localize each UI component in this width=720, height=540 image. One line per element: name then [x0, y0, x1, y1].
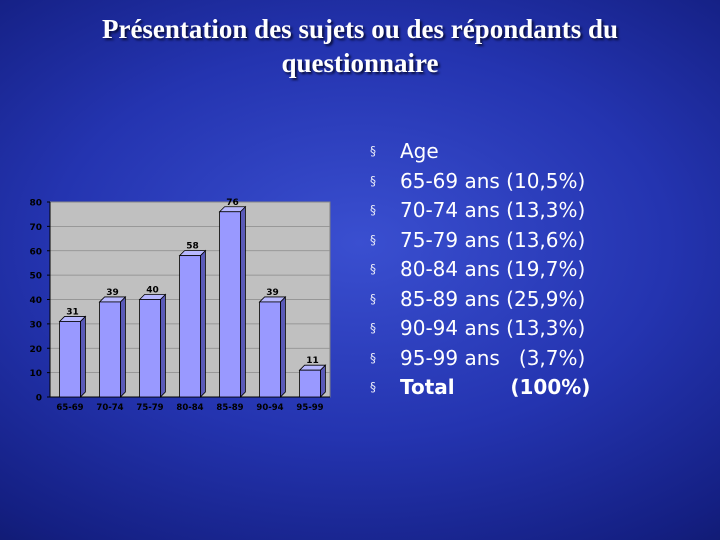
bullet-marker-icon: §: [370, 380, 376, 394]
y-tick-label: 60: [29, 247, 42, 257]
data-label: 76: [226, 198, 239, 208]
y-tick-label: 20: [29, 345, 42, 355]
bullet-text: Age: [400, 139, 439, 163]
bullet-item: § 65-69 ans (10,5%): [370, 167, 590, 197]
bar-side: [239, 205, 246, 398]
bar-side: [120, 295, 126, 398]
bullet-text: 70-74 ans (13,3%): [400, 198, 586, 222]
x-tick-label: 70-74: [96, 403, 123, 413]
bullet-marker-icon: §: [370, 262, 376, 276]
bullet-text: Total (100%): [400, 375, 591, 399]
bar-side: [159, 293, 166, 398]
bullet-item: § 80-84 ans (19,7%): [370, 255, 590, 285]
bullet-marker-icon: §: [370, 350, 376, 365]
slide-title-line-2: questionnaire: [281, 48, 439, 78]
x-tick-label: 75-79: [136, 403, 163, 413]
bar: [219, 211, 241, 398]
bullet-text: 95-99 ans (3,7%): [400, 345, 586, 370]
bar: [259, 301, 281, 398]
bullet-text: 90-94 ans (13,3%): [400, 316, 586, 340]
data-label: 40: [146, 286, 159, 296]
bullet-marker-icon: §: [370, 232, 376, 247]
bullet-marker-icon: §: [370, 321, 376, 335]
bullet-text: 75-79 ans (13,6%): [400, 227, 586, 252]
bullet-item: § 90-94 ans (13,3%): [370, 314, 590, 344]
data-label: 39: [106, 288, 119, 298]
bullet-item: § Total (100%): [370, 373, 590, 403]
x-tick-label: 80-84: [176, 403, 203, 413]
bar-side: [199, 249, 206, 398]
bar: [179, 255, 201, 398]
bullet-item: § 85-89 ans (25,9%): [370, 285, 590, 315]
y-tick-label: 10: [29, 369, 42, 379]
bullet-item: § 75-79 ans (13,6%): [370, 226, 590, 256]
data-label: 11: [306, 356, 319, 366]
y-tick-label: 70: [29, 223, 42, 233]
bar-side: [80, 315, 86, 398]
x-tick-label: 65-69: [56, 403, 83, 413]
bullet-marker-icon: §: [370, 203, 376, 217]
bar: [59, 321, 81, 398]
bar: [299, 369, 321, 398]
y-tick-label: 40: [29, 296, 42, 306]
x-tick-label: 95-99: [296, 403, 323, 413]
bar-side: [279, 295, 286, 398]
y-tick-label: 30: [29, 320, 42, 330]
slide-title-line-1: Présentation des sujets ou des répondant…: [101, 14, 619, 44]
bar: [139, 299, 161, 398]
age-bullet-list: § Age § 65-69 ans (10,5%) § 70-74 ans (13,3%)…: [370, 137, 590, 403]
y-tick-label: 50: [29, 272, 42, 282]
data-label: 31: [66, 307, 79, 317]
slide-title: Présentation des sujets ou des répondant…: [0, 12, 720, 80]
bullet-text: 85-89 ans (25,9%): [400, 286, 586, 311]
x-tick-label: 85-89: [216, 403, 243, 413]
bullet-item: § 70-74 ans (13,3%): [370, 196, 590, 226]
bullet-item: § 95-99 ans (3,7%): [370, 344, 590, 374]
bullet-text: 65-69 ans (10,5%): [400, 168, 586, 193]
x-tick-label: 90-94: [256, 403, 283, 413]
y-tick-label: 80: [29, 199, 42, 209]
age-bar-chart: 0 10 20 30 40 50 60 70 80 31 65-69 39 70-74 40 75-79 58…: [25, 195, 335, 415]
bullet-item: § Age: [370, 137, 590, 167]
bar: [99, 301, 121, 398]
data-label: 58: [186, 242, 199, 252]
bullet-marker-icon: §: [370, 291, 376, 306]
bar-chart-svg: 0 10 20 30 40 50 60 70 80 31 65-69 39 70-74 40 75-79 58…: [29, 198, 331, 413]
bullet-marker-icon: §: [370, 144, 376, 158]
data-label: 39: [266, 288, 279, 298]
bullet-text: 80-84 ans (19,7%): [400, 257, 586, 281]
y-tick-label: 0: [36, 394, 42, 404]
bullet-marker-icon: §: [370, 173, 376, 188]
